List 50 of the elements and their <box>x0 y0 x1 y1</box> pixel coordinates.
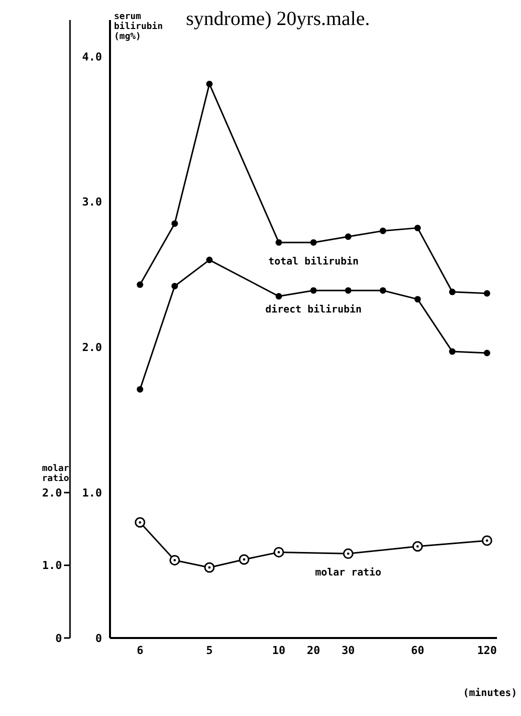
y-tick-label: 0 <box>95 632 102 645</box>
point <box>171 220 178 227</box>
point <box>342 548 354 559</box>
y-tick-label: 4.0 <box>82 50 102 64</box>
point <box>344 287 352 294</box>
x-tick-label: 6 <box>136 644 144 657</box>
y2-axis-title: molar ratio <box>42 464 70 484</box>
point <box>412 541 423 552</box>
x-tick-label: 20 <box>306 644 320 657</box>
point <box>136 386 144 393</box>
point <box>310 239 317 246</box>
x-tick-label: 5 <box>206 644 213 657</box>
series-label: molar ratio <box>315 566 382 579</box>
point <box>310 287 317 294</box>
point <box>276 239 282 246</box>
y-tick-label: 3.0 <box>82 196 102 209</box>
y-tick-label: 2.0 <box>82 341 102 354</box>
y2-tick-label: 2.0 <box>42 486 62 500</box>
y-axis-title: serum bilirubin (mg%) <box>114 12 164 42</box>
x-tick-label: 120 <box>477 644 497 657</box>
point <box>171 282 178 290</box>
y2-tick-label: 1.0 <box>42 559 62 572</box>
point <box>206 256 213 264</box>
point <box>380 228 386 234</box>
x-tick-label: 10 <box>272 644 286 657</box>
point <box>344 233 352 240</box>
point <box>414 224 421 232</box>
y2-tick-label: 0 <box>55 632 62 645</box>
point <box>449 288 456 296</box>
point <box>484 350 490 356</box>
point <box>204 562 215 573</box>
point <box>274 546 284 558</box>
point <box>136 281 144 288</box>
x-axis-title: (minutes) <box>463 688 518 699</box>
series-label: direct bilirubin <box>265 303 362 316</box>
x-tick-label: 60 <box>410 644 424 657</box>
point <box>484 290 490 297</box>
point <box>134 517 146 528</box>
x-tick-label: 30 <box>342 644 355 657</box>
chart-title: syndrome) 20yrs.male. <box>186 8 370 31</box>
point <box>206 80 213 88</box>
series-label: total bilirubin <box>268 255 359 268</box>
point <box>414 296 421 302</box>
point <box>276 293 282 300</box>
y-tick-label: 1.0 <box>82 486 102 500</box>
point <box>449 348 456 355</box>
point <box>169 554 180 566</box>
point <box>380 287 386 294</box>
point <box>238 554 250 565</box>
point <box>482 535 492 546</box>
